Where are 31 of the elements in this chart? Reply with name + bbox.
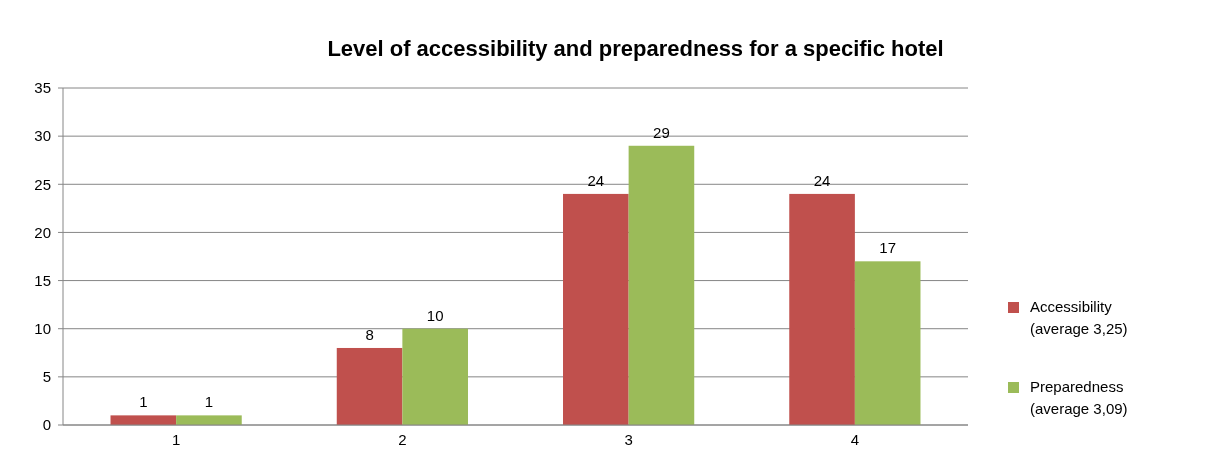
x-tick-label: 3 xyxy=(624,431,633,448)
data-label: 24 xyxy=(587,171,605,189)
y-tick-label: 35 xyxy=(34,79,51,97)
bar xyxy=(789,193,855,425)
data-label: 17 xyxy=(879,239,897,257)
bar xyxy=(176,415,242,425)
data-label: 24 xyxy=(813,171,831,189)
bar xyxy=(110,415,177,425)
y-tick-label: 20 xyxy=(34,223,51,241)
legend-label: Accessibility (average 3,25) xyxy=(1030,298,1128,337)
chart-title: Level of accessibility and preparedness for a specific hotel xyxy=(327,36,944,61)
y-tick-label: 5 xyxy=(42,368,51,386)
data-label: 8 xyxy=(365,325,374,343)
bar xyxy=(402,328,468,425)
y-tick-label: 0 xyxy=(42,416,51,434)
y-tick-label: 30 xyxy=(34,127,51,145)
x-tick-label: 4 xyxy=(850,431,860,448)
bar xyxy=(628,145,695,425)
bar xyxy=(336,347,403,425)
bar xyxy=(854,261,921,425)
y-tick-label: 15 xyxy=(34,271,51,289)
data-label: 29 xyxy=(653,123,670,141)
x-tick-label: 2 xyxy=(398,431,407,448)
y-tick-label: 10 xyxy=(34,319,51,337)
legend-label: Preparedness (average 3,09) xyxy=(1030,378,1128,417)
y-tick-label: 25 xyxy=(34,175,51,193)
data-label: 10 xyxy=(426,306,444,324)
data-label: 1 xyxy=(204,393,214,411)
data-label: 1 xyxy=(139,393,148,411)
x-tick-label: 1 xyxy=(171,431,181,448)
bar xyxy=(563,193,629,425)
